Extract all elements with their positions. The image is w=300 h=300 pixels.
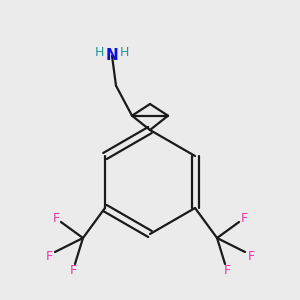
Text: F: F (52, 212, 59, 226)
Text: F: F (224, 263, 231, 277)
Text: N: N (106, 48, 118, 63)
Text: F: F (69, 263, 76, 277)
Text: H: H (119, 46, 129, 59)
Text: H: H (94, 46, 104, 59)
Text: F: F (248, 250, 255, 262)
Text: F: F (241, 212, 248, 226)
Text: F: F (45, 250, 52, 262)
